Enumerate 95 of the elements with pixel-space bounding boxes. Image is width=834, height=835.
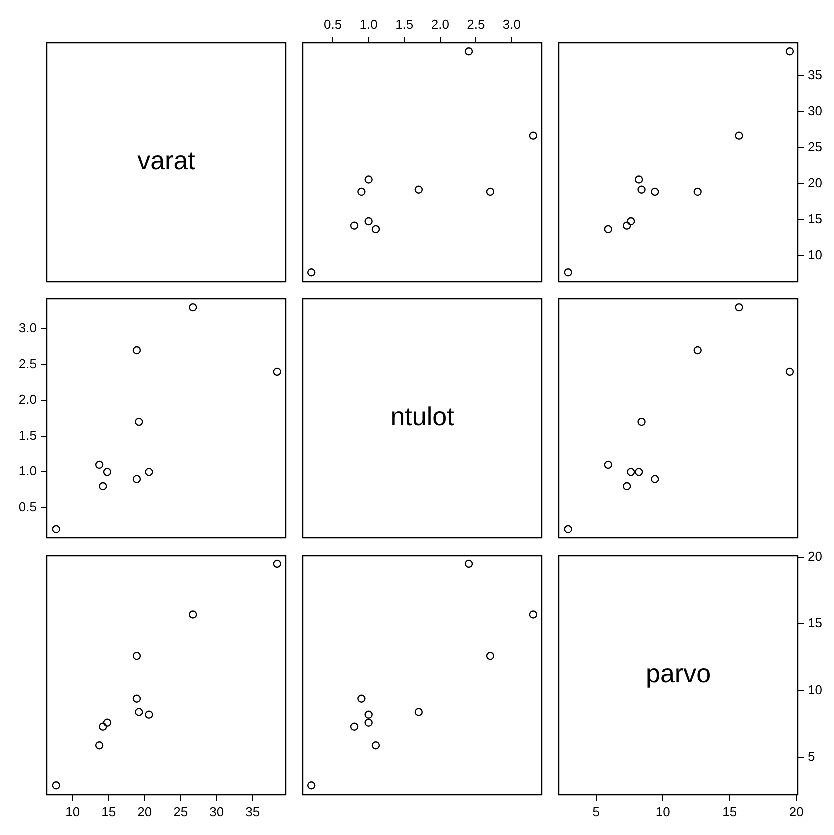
text: varat bbox=[137, 145, 196, 176]
point bbox=[638, 185, 646, 194]
point bbox=[530, 610, 538, 619]
x-tick-label: 3.0 bbox=[503, 16, 522, 32]
x-tick-label: 10 bbox=[656, 804, 671, 820]
point bbox=[358, 188, 366, 196]
point bbox=[465, 47, 474, 56]
x-tick-label: 15 bbox=[101, 804, 116, 820]
point bbox=[638, 418, 646, 426]
point bbox=[272, 560, 282, 568]
x-tick-label: 25 bbox=[173, 804, 188, 820]
y-tick-label: 15 bbox=[808, 211, 823, 226]
point bbox=[635, 175, 644, 184]
point bbox=[95, 741, 104, 750]
point bbox=[144, 710, 154, 719]
y-tick-label: 1.5 bbox=[18, 428, 37, 444]
x-tick-label: 10 bbox=[65, 804, 80, 820]
point bbox=[103, 468, 112, 477]
point bbox=[98, 722, 107, 731]
point bbox=[52, 781, 60, 790]
point bbox=[365, 718, 374, 727]
y-tick-label: 25 bbox=[808, 139, 823, 154]
point bbox=[103, 718, 112, 727]
y-tick-label: 20 bbox=[808, 548, 823, 564]
point bbox=[530, 131, 538, 140]
y-tick-label: 3.0 bbox=[18, 320, 37, 336]
y-tick-label: 10 bbox=[808, 247, 823, 262]
point bbox=[350, 722, 359, 731]
x-tick-label: 2.5 bbox=[467, 16, 486, 32]
point bbox=[415, 708, 424, 716]
point bbox=[95, 461, 104, 470]
point bbox=[52, 526, 60, 534]
point bbox=[350, 221, 359, 230]
point bbox=[365, 710, 374, 719]
point bbox=[132, 694, 141, 703]
y-tick-label: 5 bbox=[808, 748, 816, 764]
point bbox=[132, 476, 141, 484]
point bbox=[486, 652, 495, 660]
x-tick-label: 30 bbox=[209, 804, 224, 820]
point bbox=[308, 268, 316, 276]
y-tick-label: 0.5 bbox=[18, 500, 37, 515]
point bbox=[98, 482, 107, 491]
y-tick-label: 30 bbox=[808, 103, 823, 118]
x-tick-label: 2.0 bbox=[432, 16, 450, 32]
y-tick-label: 2.5 bbox=[18, 356, 37, 372]
point bbox=[365, 175, 374, 184]
y-tick-label: 20 bbox=[808, 175, 823, 190]
point bbox=[134, 708, 143, 716]
point bbox=[651, 188, 660, 196]
point bbox=[786, 47, 794, 56]
point bbox=[694, 346, 702, 355]
x-tick-label: 20 bbox=[790, 804, 804, 820]
y-tick-label: 1.0 bbox=[18, 464, 37, 480]
x-tick-label: 15 bbox=[722, 804, 738, 820]
point bbox=[188, 610, 197, 619]
point bbox=[623, 482, 632, 491]
point bbox=[627, 468, 636, 477]
y-tick-label: 35 bbox=[808, 67, 823, 82]
x-tick-label: 5 bbox=[593, 804, 600, 820]
point bbox=[308, 781, 316, 790]
y-tick-label: 2.0 bbox=[18, 392, 37, 408]
y-tick-label: 15 bbox=[808, 615, 823, 630]
x-tick-label: 20 bbox=[137, 804, 152, 820]
point bbox=[786, 368, 794, 376]
point bbox=[604, 461, 613, 470]
point bbox=[132, 652, 141, 660]
x-tick-label: 1.0 bbox=[360, 16, 378, 32]
point bbox=[465, 560, 474, 568]
point bbox=[372, 225, 380, 234]
point bbox=[144, 468, 154, 477]
point bbox=[272, 368, 282, 376]
point bbox=[486, 188, 495, 196]
point bbox=[564, 526, 573, 534]
point bbox=[623, 221, 632, 230]
point bbox=[635, 468, 644, 477]
point bbox=[415, 185, 424, 194]
point bbox=[735, 131, 744, 140]
point bbox=[735, 304, 744, 312]
point bbox=[694, 188, 702, 196]
point bbox=[627, 217, 636, 226]
x-tick-label: 35 bbox=[245, 804, 260, 820]
point bbox=[134, 418, 143, 426]
x-tick-label: 1.5 bbox=[396, 16, 414, 32]
point bbox=[372, 741, 380, 750]
point bbox=[564, 268, 573, 276]
point bbox=[358, 694, 366, 703]
point bbox=[365, 217, 374, 226]
y-tick-label: 10 bbox=[808, 682, 823, 698]
text: parvo bbox=[646, 658, 712, 688]
point bbox=[132, 346, 141, 355]
point bbox=[604, 225, 613, 234]
point bbox=[651, 476, 660, 484]
point bbox=[188, 304, 197, 312]
text: ntulot bbox=[390, 402, 456, 432]
x-tick-label: 0.5 bbox=[324, 16, 342, 32]
